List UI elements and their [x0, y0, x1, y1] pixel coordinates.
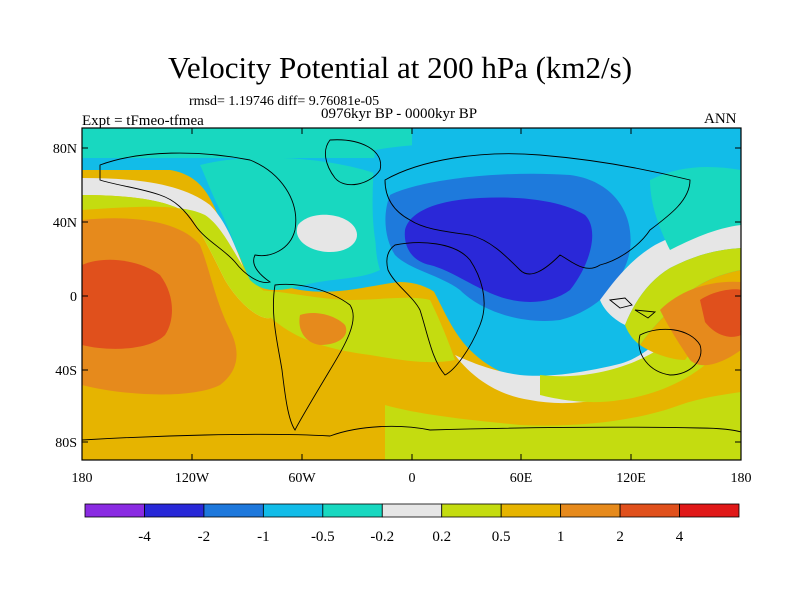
colorbar-label: -1: [257, 529, 270, 545]
coastlines: [82, 139, 741, 441]
axis-labels: 80N 40N 0 40S 80S 180 120W 60W 0 60E 120E 180: [53, 142, 752, 486]
lat-label: 80N: [53, 142, 77, 157]
colorbar: -4 -2 -1 -0.5 -0.2 0.2 0.5 1 2 4: [84, 503, 740, 545]
colorbar-box: [441, 503, 502, 518]
colorbar-box: [619, 503, 680, 518]
field-red-pac: [82, 259, 172, 349]
field-orange-brazil: [299, 313, 347, 345]
colorbar-box: [203, 503, 264, 518]
map-title: Velocity Potential at 200 hPa (km2/s): [167, 50, 633, 85]
colorbar-label: -0.2: [370, 529, 394, 545]
colorbar-box: [144, 503, 205, 518]
lon-label: 120E: [616, 471, 646, 486]
contour-fill: [82, 128, 741, 460]
colorbar-box: [560, 503, 621, 518]
period-text: 0976kyr BP - 0000kyr BP: [321, 106, 478, 122]
field-white-wpac: [600, 222, 741, 325]
field-teal-nwpac: [650, 167, 741, 250]
field-yellowgreen-satl: [250, 290, 455, 363]
lon-label: 180: [731, 471, 752, 486]
colorbar-box: [381, 503, 443, 518]
coast-africa: [386, 242, 485, 376]
coast-indonesia: [608, 297, 657, 319]
colorbar-box: [84, 503, 145, 518]
colorbar-box: [500, 503, 562, 518]
colorbar-label: -2: [198, 529, 211, 545]
colorbar-label: 4: [676, 529, 684, 545]
colorbar-label: -0.5: [311, 529, 335, 545]
lat-label: 40S: [55, 364, 77, 379]
colorbar-label: 0.5: [492, 529, 511, 545]
colorbar-label: 2: [616, 529, 624, 545]
coast-antarctica: [82, 425, 741, 441]
lon-label: 60E: [510, 471, 533, 486]
lat-label: 40N: [53, 216, 77, 231]
lon-label: 0: [409, 471, 416, 486]
lat-label: 0: [70, 290, 77, 305]
colorbar-box: [262, 503, 324, 518]
colorbar-label: 0.2: [432, 529, 451, 545]
coast-australia: [638, 328, 702, 376]
field-red-wpac: [700, 289, 741, 337]
field-yellowgreen-pac: [82, 195, 290, 319]
season-text: ANN: [704, 111, 737, 127]
colorbar-box: [322, 503, 383, 518]
lon-label: 60W: [288, 471, 316, 486]
colorbar-box: [679, 503, 740, 518]
colorbar-label: 1: [557, 529, 565, 545]
experiment-text: Expt = tFmeo-tfmea: [82, 113, 204, 129]
coast-north-america: [99, 152, 297, 283]
lon-label: 180: [72, 471, 93, 486]
field-yellowgreen-so: [385, 392, 741, 460]
field-teal-top: [82, 128, 412, 158]
colorbar-label: -4: [138, 529, 151, 545]
coast-south-america: [272, 283, 354, 431]
lat-label: 80S: [55, 436, 77, 451]
lon-label: 120W: [175, 471, 210, 486]
field-teal-atl: [200, 157, 380, 290]
coast-eurasia: [384, 153, 691, 275]
stats-text: rmsd= 1.19746 diff= 9.76081e-05: [189, 94, 380, 109]
axis-ticks: [81, 128, 742, 460]
coast-greenland: [324, 139, 382, 186]
